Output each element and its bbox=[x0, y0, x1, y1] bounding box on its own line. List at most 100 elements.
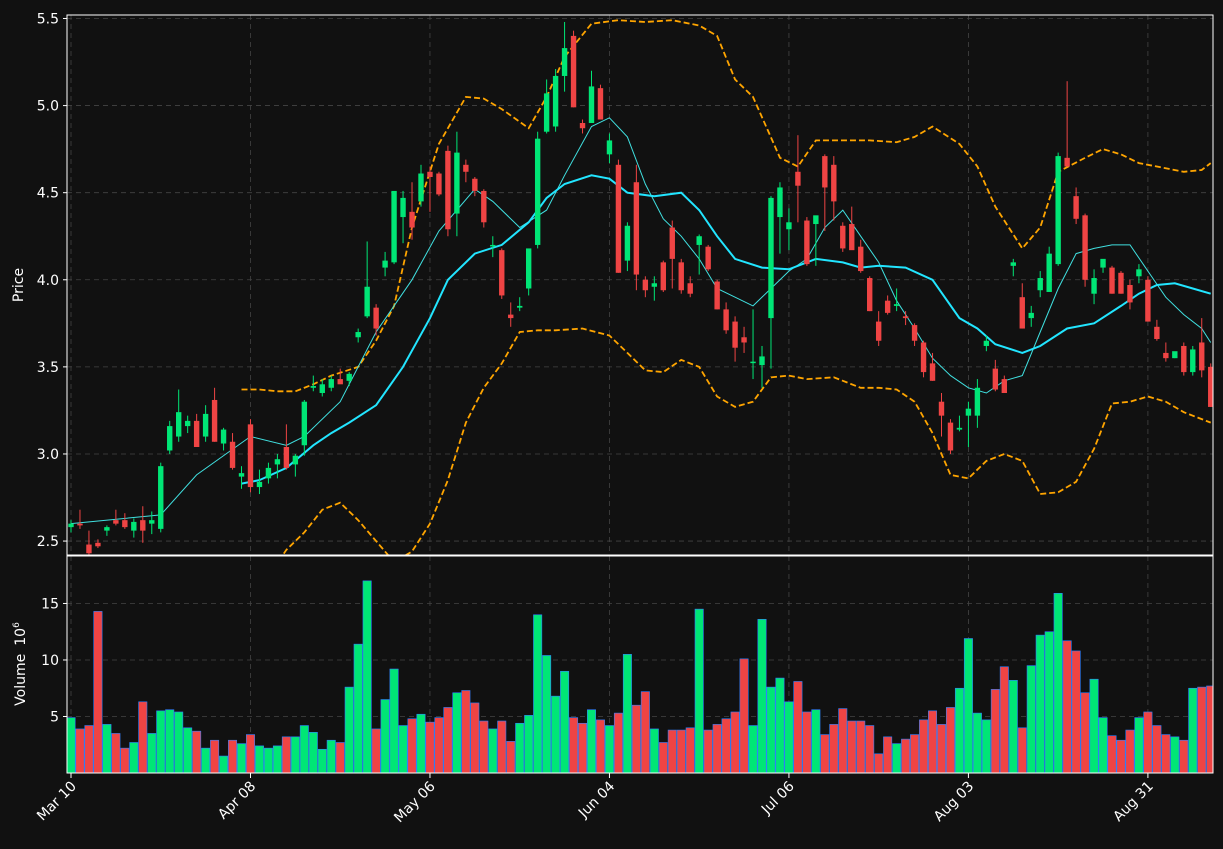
volume-bar-down bbox=[865, 725, 875, 773]
price-tick-label: 5.0 bbox=[37, 99, 59, 115]
candle-body-up bbox=[1037, 278, 1043, 291]
candle-body-down bbox=[849, 224, 855, 251]
candle-body-down bbox=[1019, 297, 1025, 329]
volume-bar-up bbox=[237, 743, 246, 773]
candle-body-up bbox=[965, 408, 972, 416]
candle-body-down bbox=[283, 447, 290, 468]
candle-body-down bbox=[1145, 279, 1151, 322]
candle-body-down bbox=[481, 190, 487, 223]
candle-body-up bbox=[1055, 156, 1061, 265]
candle-body-down bbox=[508, 314, 514, 319]
candle-body-down bbox=[723, 309, 729, 331]
candle-body-down bbox=[597, 88, 604, 120]
volume-bar-up bbox=[748, 725, 758, 773]
candle-body-up bbox=[167, 426, 173, 451]
candle-body-down bbox=[947, 422, 954, 451]
candle-body-down bbox=[113, 520, 119, 524]
candle-body-up bbox=[696, 236, 702, 245]
candle-body-down bbox=[193, 420, 200, 447]
volume-bar-down bbox=[407, 718, 417, 773]
candle-body-down bbox=[902, 316, 909, 319]
volume-bar-down bbox=[425, 721, 435, 773]
volume-bar-up bbox=[147, 733, 157, 773]
candle-body-down bbox=[822, 156, 828, 188]
volume-bar-up bbox=[1044, 631, 1054, 773]
candle-body-up bbox=[418, 173, 424, 202]
volume-bar-up bbox=[1170, 736, 1180, 773]
candle-body-up bbox=[956, 427, 963, 430]
candle-body-down bbox=[86, 544, 92, 554]
volume-bar-down bbox=[730, 711, 740, 773]
volume-bar-up bbox=[560, 670, 570, 773]
volume-bar-up bbox=[488, 728, 498, 773]
panel-frames bbox=[66, 14, 1214, 774]
candle-body-down bbox=[140, 520, 146, 531]
volume-axis-label: Volume 106 bbox=[12, 622, 29, 706]
candle-body-up bbox=[1136, 269, 1142, 277]
volume-bar-down bbox=[443, 707, 453, 773]
candle-body-down bbox=[122, 520, 128, 528]
volume-panel-frame bbox=[66, 555, 1214, 774]
volume-bar-down bbox=[461, 690, 471, 773]
candle-body-up bbox=[454, 152, 460, 214]
volume-bar-up bbox=[174, 711, 184, 773]
candle-body-up bbox=[759, 356, 765, 366]
volume-bar-down bbox=[1116, 739, 1126, 773]
candle-body-up bbox=[813, 215, 819, 225]
candle-body-up bbox=[184, 420, 191, 427]
volume-bar-up bbox=[963, 638, 973, 773]
volume-bar-down bbox=[120, 747, 130, 773]
candle-body-up bbox=[274, 459, 281, 465]
candle-body-up bbox=[1010, 262, 1016, 266]
volume-bar-down bbox=[928, 710, 938, 773]
volume-bar-up bbox=[380, 699, 390, 773]
candle-body-down bbox=[678, 262, 684, 291]
candle-body-down bbox=[875, 321, 882, 341]
candle-body-up bbox=[391, 190, 397, 263]
volume-bar-up bbox=[1098, 717, 1108, 773]
bollinger-bands bbox=[241, 19, 1212, 555]
candle-body-down bbox=[1208, 366, 1213, 407]
price-tick-label: 3.5 bbox=[37, 360, 59, 376]
volume-bar-down bbox=[640, 691, 650, 773]
volume-bar-down bbox=[506, 741, 516, 773]
candle-body-up bbox=[310, 386, 316, 388]
candle-body-down bbox=[615, 164, 622, 273]
moving-average-slow-line bbox=[241, 174, 1211, 485]
volume-bar-up bbox=[201, 747, 211, 773]
volume-bar-down bbox=[910, 734, 920, 773]
volume-bar-down bbox=[371, 728, 381, 773]
candle-body-up bbox=[131, 521, 137, 531]
volume-bar-up bbox=[551, 695, 561, 773]
volume-bar-down bbox=[479, 720, 489, 773]
candle-body-up bbox=[104, 527, 110, 531]
candle-body-down bbox=[992, 368, 999, 390]
candle-body-down bbox=[1073, 196, 1079, 219]
volume-bar-down bbox=[658, 742, 668, 773]
candle-body-down bbox=[472, 178, 478, 191]
candle-body-up bbox=[364, 286, 370, 317]
volume-tick-label: 10 bbox=[41, 653, 59, 669]
volume-bar-up bbox=[604, 725, 614, 773]
volume-bar-up bbox=[156, 710, 166, 773]
candle-body-down bbox=[247, 424, 254, 488]
candle-body-down bbox=[211, 399, 218, 442]
volume-bar-down bbox=[883, 736, 893, 773]
volume-bar-down bbox=[93, 611, 103, 773]
candle-body-up bbox=[624, 225, 631, 261]
volume-axis: 5 10 15 bbox=[41, 596, 67, 725]
volume-bar-up bbox=[784, 701, 794, 773]
candle-body-up bbox=[382, 260, 388, 268]
candle-body-down bbox=[409, 211, 415, 228]
candle-body-down bbox=[427, 171, 433, 177]
candle-body-up bbox=[552, 75, 559, 127]
volume-axis-label-text: Volume bbox=[13, 654, 29, 706]
volume-bars bbox=[67, 580, 1213, 773]
candle-body-down bbox=[95, 542, 101, 547]
volume-tick-label: 15 bbox=[41, 596, 59, 612]
candle-body-up bbox=[355, 332, 361, 338]
volume-bar-up bbox=[892, 743, 902, 773]
volume-bar-up bbox=[1026, 665, 1036, 773]
volume-bar-up bbox=[694, 608, 704, 773]
volume-bar-up bbox=[1008, 680, 1018, 773]
